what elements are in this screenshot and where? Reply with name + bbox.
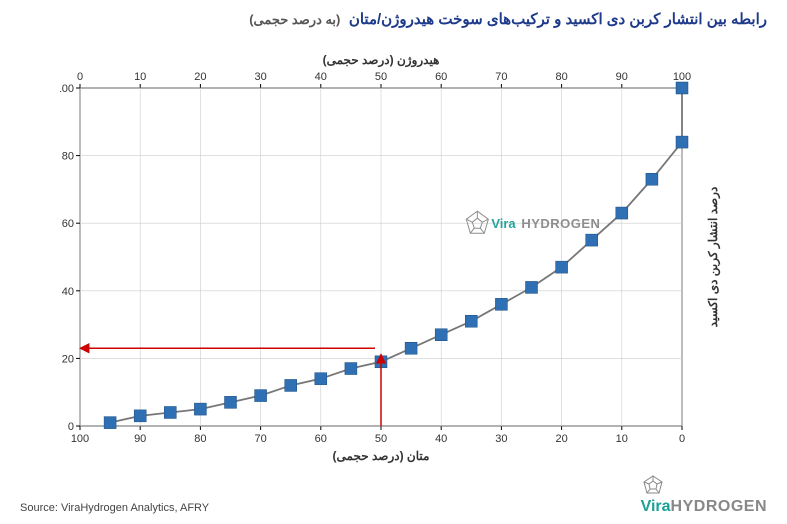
source-text: Source: ViraHydrogen Analytics, AFRY — [20, 502, 209, 514]
svg-text:100: 100 — [60, 83, 74, 95]
svg-text:20: 20 — [194, 71, 206, 83]
chart-title: رابطه بین انتشار کربن دی اکسید و ترکیب‌ه… — [20, 10, 767, 29]
chart-svg: 0100109020803070406050506040703080209010… — [60, 50, 727, 464]
svg-text:20: 20 — [555, 433, 567, 445]
footer-logo: ViraHYDROGEN — [641, 474, 767, 516]
svg-text:80: 80 — [62, 151, 74, 163]
svg-text:متان (درصد حجمی): متان (درصد حجمی) — [333, 449, 430, 464]
svg-text:30: 30 — [254, 71, 266, 83]
svg-text:درصد انتشار کربن دی اکسید: درصد انتشار کربن دی اکسید — [706, 187, 721, 328]
svg-text:100: 100 — [71, 433, 89, 445]
svg-text:0: 0 — [68, 421, 74, 433]
svg-text:50: 50 — [375, 71, 387, 83]
svg-text:HYDROGEN: HYDROGEN — [521, 216, 600, 231]
logo-text: ViraHYDROGEN — [641, 498, 767, 515]
svg-text:60: 60 — [315, 433, 327, 445]
svg-text:60: 60 — [62, 218, 74, 230]
svg-text:0: 0 — [679, 433, 685, 445]
svg-text:70: 70 — [495, 71, 507, 83]
svg-text:40: 40 — [435, 433, 447, 445]
svg-text:30: 30 — [495, 433, 507, 445]
svg-text:80: 80 — [555, 71, 567, 83]
svg-text:20: 20 — [62, 353, 74, 365]
title-sub-text: (به درصد حجمی) — [249, 12, 340, 27]
svg-text:40: 40 — [315, 71, 327, 83]
chart-container: 0100109020803070406050506040703080209010… — [60, 50, 727, 464]
title-main-text: رابطه بین انتشار کربن دی اکسید و ترکیب‌ه… — [349, 11, 767, 28]
svg-text:80: 80 — [194, 433, 206, 445]
svg-text:70: 70 — [254, 433, 266, 445]
svg-text:90: 90 — [134, 433, 146, 445]
svg-text:10: 10 — [616, 433, 628, 445]
svg-text:50: 50 — [375, 433, 387, 445]
svg-text:90: 90 — [616, 71, 628, 83]
svg-text:Vira: Vira — [491, 216, 516, 231]
svg-text:60: 60 — [435, 71, 447, 83]
svg-text:0: 0 — [77, 71, 83, 83]
svg-text:100: 100 — [673, 71, 691, 83]
dodecahedron-icon — [641, 474, 665, 498]
svg-text:10: 10 — [134, 71, 146, 83]
svg-text:40: 40 — [62, 286, 74, 298]
svg-text:هیدروژن (درصد حجمی): هیدروژن (درصد حجمی) — [323, 53, 440, 68]
